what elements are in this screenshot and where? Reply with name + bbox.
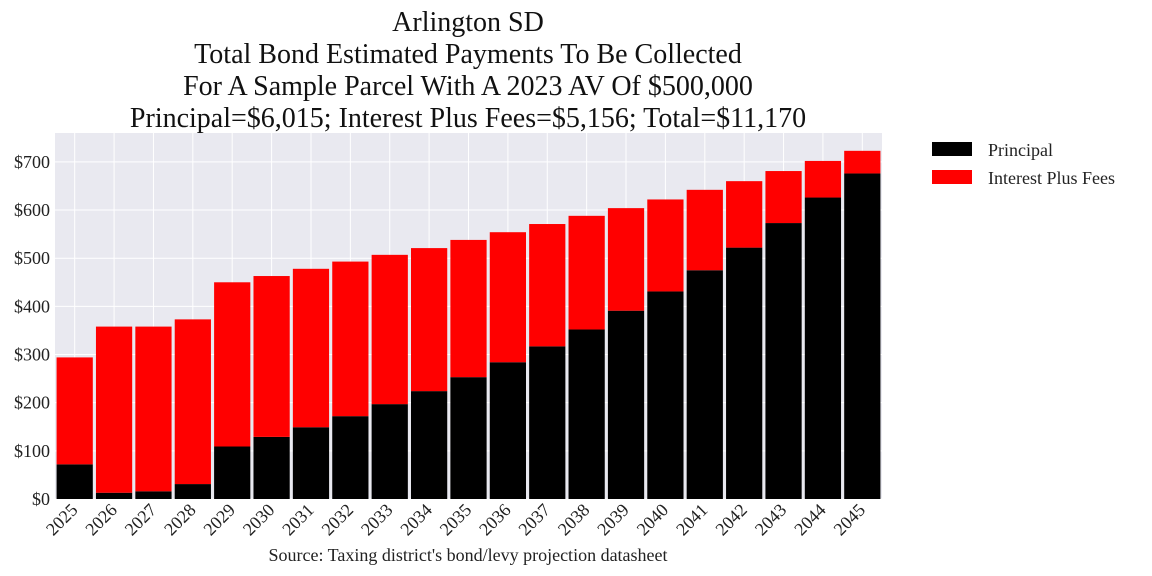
bar-principal-2027: [135, 491, 172, 499]
y-tick-label: $700: [14, 152, 50, 172]
x-tick-label: 2031: [278, 500, 318, 540]
bar-principal-2026: [95, 492, 133, 499]
x-tick-label: 2042: [711, 500, 751, 540]
bar-interest-plus-fees-2040: [647, 199, 684, 292]
bars: [56, 150, 881, 499]
bar-interest-plus-fees-2034: [411, 248, 448, 392]
bar-principal-2033: [371, 404, 408, 499]
legend-label-principal: Principal: [988, 140, 1053, 160]
bar-principal-2036: [489, 362, 526, 499]
bar-interest-plus-fees-2036: [489, 232, 526, 363]
x-tick-label: 2044: [790, 500, 830, 540]
x-tick-label: 2028: [160, 500, 200, 540]
source-note: Source: Taxing district's bond/levy proj…: [268, 545, 667, 565]
bar-interest-plus-fees-2028: [174, 319, 211, 485]
bar-interest-plus-fees-2029: [214, 282, 251, 447]
x-tick-label: 2045: [830, 500, 870, 540]
bar-interest-plus-fees-2030: [253, 276, 290, 437]
bar-interest-plus-fees-2025: [56, 357, 93, 465]
bar-principal-2031: [292, 427, 330, 499]
bar-principal-2035: [450, 377, 487, 499]
bar-interest-plus-fees-2032: [332, 261, 369, 417]
x-tick-label: 2039: [593, 500, 633, 540]
bar-principal-2025: [56, 464, 93, 499]
y-tick-label: $0: [32, 489, 50, 509]
y-axis: $0 $100 $200 $300 $400 $500 $600 $700: [14, 152, 50, 509]
x-tick-label: 2035: [436, 500, 476, 540]
bar-principal-2030: [253, 436, 290, 499]
y-tick-label: $100: [14, 441, 50, 461]
bar-principal-2042: [726, 247, 763, 499]
bar-principal-2029: [214, 446, 251, 499]
bar-interest-plus-fees-2035: [450, 239, 487, 378]
title-line-2: Total Bond Estimated Payments To Be Coll…: [194, 39, 742, 70]
x-tick-label: 2034: [396, 500, 436, 540]
title-line-4: Principal=$6,015; Interest Plus Fees=$5,…: [130, 103, 806, 134]
x-tick-label: 2026: [81, 500, 121, 540]
x-tick-label: 2029: [199, 500, 239, 540]
x-tick-label: 2043: [751, 500, 791, 540]
bar-interest-plus-fees-2044: [804, 160, 842, 198]
bar-principal-2037: [529, 346, 566, 499]
bar-interest-plus-fees-2033: [371, 254, 408, 405]
bar-interest-plus-fees-2039: [607, 208, 645, 311]
bar-interest-plus-fees-2045: [844, 150, 881, 174]
legend-swatch-interest-plus-fees: [932, 170, 972, 184]
legend: Principal Interest Plus Fees: [932, 140, 1115, 188]
x-axis: 2025 2026 2027 2028 2029 2030 2031 2032 2033 2034…: [42, 500, 869, 540]
bar-principal-2039: [607, 310, 645, 499]
bar-principal-2044: [804, 197, 842, 499]
title-line-1: Arlington SD: [392, 7, 544, 38]
bar-interest-plus-fees-2037: [529, 224, 566, 347]
x-tick-label: 2030: [239, 500, 279, 540]
y-tick-label: $600: [14, 200, 50, 220]
bar-interest-plus-fees-2026: [95, 326, 133, 493]
x-tick-label: 2036: [475, 500, 515, 540]
bar-principal-2045: [844, 173, 881, 499]
bar-interest-plus-fees-2042: [726, 181, 763, 248]
bar-principal-2032: [332, 416, 369, 499]
legend-label-interest-plus-fees: Interest Plus Fees: [988, 168, 1115, 188]
bar-principal-2043: [765, 223, 802, 499]
x-tick-label: 2037: [514, 500, 554, 540]
y-tick-label: $200: [14, 393, 50, 413]
x-tick-label: 2041: [672, 500, 712, 540]
x-tick-label: 2032: [318, 500, 358, 540]
bar-principal-2028: [174, 484, 211, 499]
title-line-3: For A Sample Parcel With A 2023 AV Of $5…: [183, 71, 753, 102]
bar-interest-plus-fees-2043: [765, 171, 802, 224]
bar-interest-plus-fees-2027: [135, 326, 172, 492]
bar-principal-2038: [568, 329, 605, 499]
legend-swatch-principal: [932, 142, 972, 156]
bar-interest-plus-fees-2031: [292, 268, 330, 428]
x-tick-label: 2038: [554, 500, 594, 540]
bar-principal-2041: [686, 270, 723, 499]
x-tick-label: 2027: [121, 500, 161, 540]
bar-principal-2034: [411, 391, 448, 499]
y-tick-label: $400: [14, 296, 50, 316]
x-tick-label: 2033: [357, 500, 397, 540]
y-tick-label: $300: [14, 345, 50, 365]
x-tick-label: 2040: [633, 500, 673, 540]
bar-interest-plus-fees-2041: [686, 189, 723, 271]
bar-principal-2040: [647, 291, 684, 499]
y-tick-label: $500: [14, 248, 50, 268]
bar-interest-plus-fees-2038: [568, 215, 605, 330]
